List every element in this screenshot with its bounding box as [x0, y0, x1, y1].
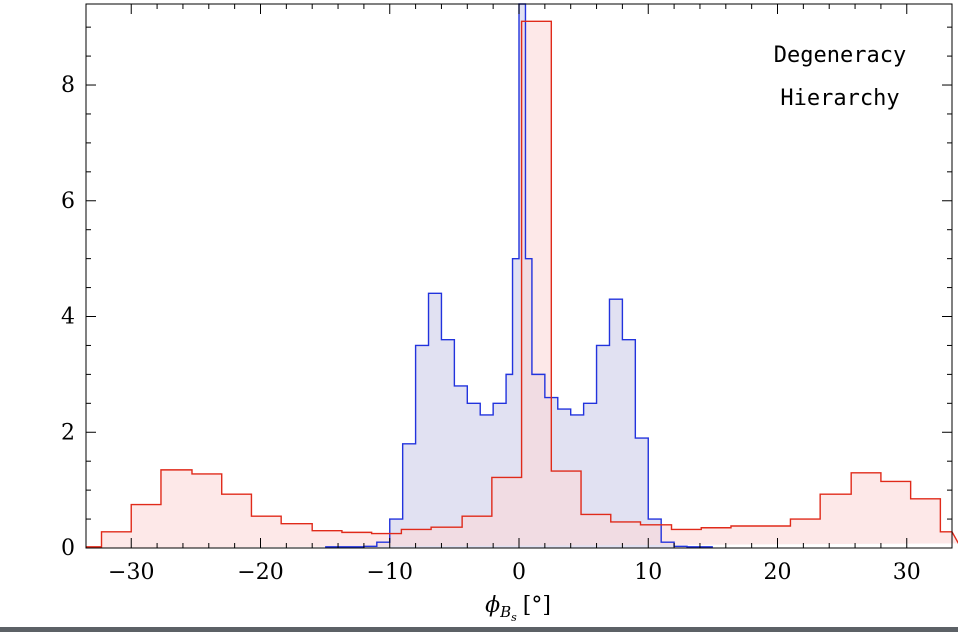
y-tick-label: 4: [61, 305, 75, 330]
x-tick-label: −20: [237, 560, 283, 585]
axis-ticks: [86, 4, 952, 549]
series-fill-degeneracy: [325, 4, 713, 548]
x-tick-label: 0: [512, 560, 526, 585]
legend-entry-hierarchy: Hierarchy: [780, 86, 899, 111]
y-tick-label: 0: [61, 536, 75, 561]
axis-tick-labels: −30 −20 −10 0 10 20 30 0 2 4 6 8: [61, 73, 921, 585]
x-tick-label: 20: [764, 560, 792, 585]
x-axis-label: ϕBs [°]: [485, 593, 551, 624]
legend-entry-degeneracy: Degeneracy: [774, 43, 906, 68]
y-tick-label: 6: [61, 189, 75, 214]
x-tick-label: −10: [367, 560, 413, 585]
series-line-hierarchy: [86, 20, 958, 548]
y-tick-label: 2: [61, 420, 75, 445]
x-tick-label: −30: [108, 560, 154, 585]
legend: Degeneracy Hierarchy: [774, 43, 906, 111]
y-tick-label: 8: [61, 73, 75, 98]
x-tick-label: 10: [634, 560, 662, 585]
x-tick-label: 30: [893, 560, 921, 585]
